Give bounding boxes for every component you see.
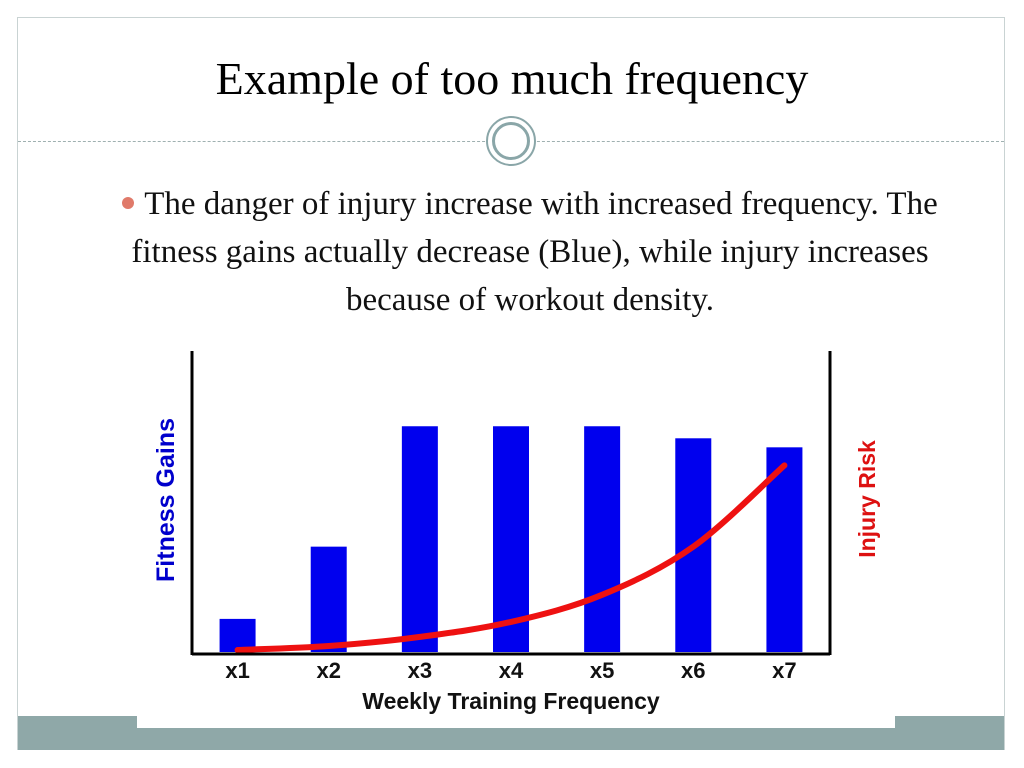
- x-tick-label-x5: x5: [590, 658, 614, 683]
- x-tick-label-x1: x1: [225, 658, 249, 683]
- bar-x2: [310, 546, 347, 652]
- x-tick-label-x6: x6: [681, 658, 705, 683]
- bar-series: [219, 426, 803, 652]
- x-tick-label-x4: x4: [499, 658, 524, 683]
- x-tick-label-x3: x3: [408, 658, 432, 683]
- chart-container: x1 x2 x3 x4 x5 x6 x7 Weekly Training Frequency…: [137, 345, 895, 728]
- divider-ring-inner: [492, 122, 530, 160]
- injury-risk-curve: [234, 462, 788, 653]
- bar-x1: [219, 618, 256, 652]
- bullet-text: The danger of injury increase with incre…: [131, 186, 938, 318]
- bar-x3: [401, 426, 438, 652]
- bullet-item: The danger of injury increase with incre…: [80, 180, 980, 324]
- divider-ring-ornament: [486, 116, 536, 166]
- y-axis-label-left: Fitness Gains: [152, 418, 180, 582]
- x-tick-label-x2: x2: [316, 658, 340, 683]
- bullet-dot-icon: [122, 197, 135, 210]
- bar-x7: [766, 447, 803, 652]
- x-tick-label-x7: x7: [772, 658, 796, 683]
- x-axis-label: Weekly Training Frequency: [362, 688, 660, 714]
- slide-title: Example of too much frequency: [215, 53, 809, 104]
- bar-x4: [493, 426, 529, 652]
- bar-x5: [584, 426, 621, 652]
- fitness-injury-chart: x1 x2 x3 x4 x5 x6 x7 Weekly Training Frequency…: [152, 351, 880, 714]
- x-tick-labels: x1 x2 x3 x4 x5 x6 x7: [225, 658, 796, 683]
- y-axis-label-right: Injury Risk: [854, 440, 880, 558]
